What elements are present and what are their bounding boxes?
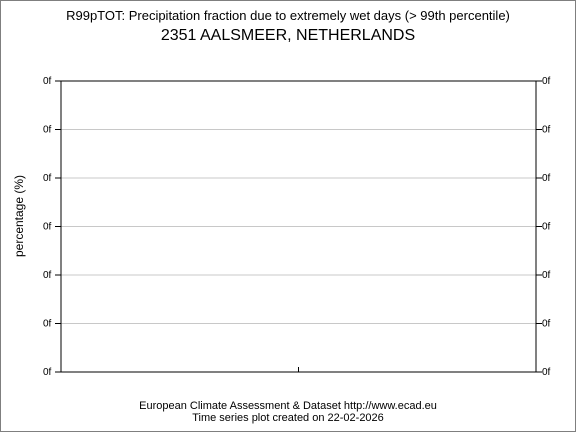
- ticks: [55, 80, 542, 373]
- y-tick-label-right: 0f: [542, 222, 551, 233]
- y-tick-label-left: 0f: [43, 222, 52, 233]
- y-tick-label-right: 0f: [542, 367, 551, 378]
- y-tick-label-left: 0f: [43, 367, 52, 378]
- left-tick-labels: 0f 0f 0f 0f 0f 0f 0f: [43, 76, 52, 378]
- y-tick-label-left: 0f: [43, 173, 52, 184]
- chart-subtitle: 2351 AALSMEER, NETHERLANDS: [160, 27, 416, 44]
- grid-lines: [61, 129, 536, 324]
- footer-source: European Climate Assessment & Dataset ht…: [139, 400, 437, 412]
- y-tick-label-left: 0f: [43, 76, 52, 87]
- y-tick-label-right: 0f: [542, 270, 551, 281]
- y-tick-label-right: 0f: [542, 173, 551, 184]
- chart-title: R99pTOT: Precipitation fraction due to e…: [66, 8, 510, 23]
- y-tick-label-right: 0f: [542, 125, 551, 136]
- y-tick-label-right: 0f: [542, 76, 551, 87]
- right-tick-labels: 0f 0f 0f 0f 0f 0f 0f: [542, 76, 551, 378]
- y-tick-label-left: 0f: [43, 270, 52, 281]
- y-axis-label: percentage (%): [12, 175, 26, 257]
- footer-created: Time series plot created on 22-02-2026: [192, 412, 384, 424]
- y-tick-label-left: 0f: [43, 319, 52, 330]
- y-tick-label-left: 0f: [43, 125, 52, 136]
- y-tick-label-right: 0f: [542, 319, 551, 330]
